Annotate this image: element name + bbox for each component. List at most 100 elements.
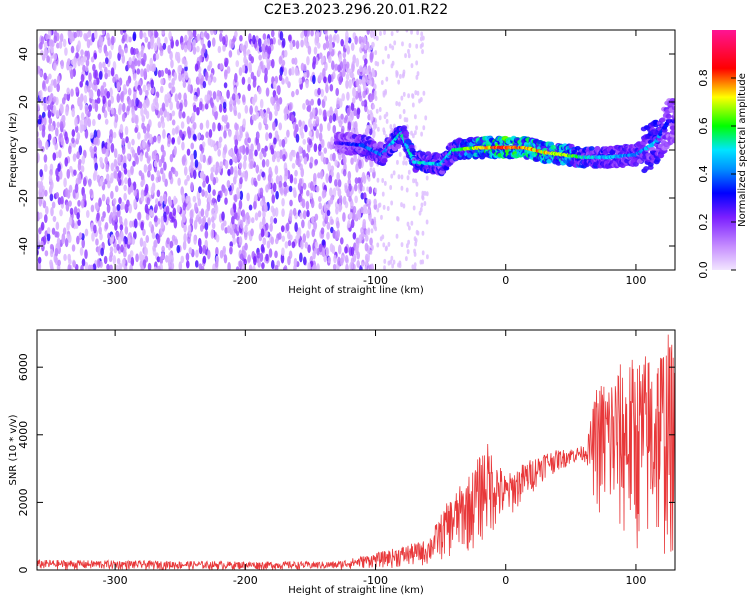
noise-speck bbox=[90, 204, 95, 213]
noise-speck bbox=[346, 91, 350, 101]
noise-speck bbox=[55, 192, 60, 199]
noise-speck bbox=[212, 189, 216, 196]
noise-speck bbox=[346, 188, 350, 198]
noise-speck bbox=[181, 73, 185, 83]
noise-speck bbox=[91, 99, 96, 109]
noise-speck bbox=[66, 87, 70, 95]
noise-speck bbox=[348, 183, 352, 192]
noise-speck bbox=[410, 130, 413, 136]
noise-speck bbox=[129, 264, 133, 270]
noise-speck bbox=[362, 186, 365, 192]
noise-speck bbox=[317, 74, 322, 83]
noise-speck bbox=[385, 118, 389, 124]
noise-speck bbox=[344, 246, 348, 254]
noise-speck bbox=[407, 169, 411, 175]
noise-speck bbox=[79, 80, 83, 88]
noise-speck bbox=[182, 240, 187, 251]
noise-speck bbox=[183, 232, 187, 243]
noise-speck bbox=[196, 33, 201, 42]
noise-speck bbox=[58, 40, 63, 49]
noise-speck bbox=[300, 131, 305, 139]
noise-speck bbox=[395, 72, 399, 78]
noise-speck bbox=[130, 166, 134, 176]
noise-speck bbox=[140, 49, 144, 58]
noise-speck bbox=[278, 180, 283, 189]
noise-speck bbox=[146, 123, 151, 133]
spectrogram-ridge bbox=[333, 97, 675, 177]
noise-speck bbox=[212, 122, 216, 132]
spectrogram-marks bbox=[37, 30, 675, 270]
noise-speck bbox=[280, 253, 285, 264]
noise-speck bbox=[410, 63, 414, 69]
noise-speck bbox=[127, 234, 131, 245]
noise-speck bbox=[68, 216, 73, 226]
noise-speck bbox=[345, 79, 349, 89]
noise-speck bbox=[285, 76, 289, 85]
noise-speck bbox=[399, 73, 402, 79]
noise-speck bbox=[338, 76, 343, 85]
noise-speck bbox=[312, 185, 316, 192]
noise-speck bbox=[274, 165, 279, 175]
noise-speck bbox=[148, 133, 153, 144]
noise-speck bbox=[91, 232, 95, 242]
ridge-speck bbox=[555, 160, 562, 166]
noise-speck bbox=[296, 229, 301, 240]
noise-speck bbox=[295, 88, 299, 96]
noise-speck bbox=[416, 90, 420, 96]
noise-speck bbox=[372, 71, 375, 77]
noise-speck bbox=[60, 104, 64, 115]
noise-speck bbox=[271, 154, 276, 163]
noise-speck bbox=[316, 263, 320, 270]
noise-speck bbox=[404, 160, 408, 166]
noise-speck bbox=[187, 224, 192, 235]
noise-speck bbox=[414, 178, 418, 184]
noise-speck bbox=[80, 124, 85, 132]
noise-speck bbox=[318, 196, 322, 203]
noise-speck bbox=[38, 227, 42, 235]
noise-speck bbox=[43, 163, 48, 173]
noise-speck bbox=[153, 135, 157, 143]
noise-speck bbox=[52, 105, 57, 115]
noise-speck bbox=[267, 181, 271, 190]
noise-speck bbox=[203, 30, 208, 38]
noise-speck bbox=[154, 95, 158, 106]
noise-speck bbox=[346, 107, 351, 117]
noise-speck bbox=[84, 106, 89, 115]
noise-speck bbox=[253, 200, 257, 210]
noise-speck bbox=[124, 225, 129, 235]
noise-speck bbox=[223, 130, 227, 139]
noise-speck bbox=[94, 202, 99, 210]
noise-speck bbox=[135, 114, 139, 125]
noise-speck bbox=[425, 219, 429, 225]
noise-speck bbox=[398, 114, 402, 120]
noise-speck bbox=[223, 254, 228, 264]
noise-speck bbox=[234, 122, 238, 131]
ridge-speck bbox=[665, 113, 672, 119]
noise-speck bbox=[289, 42, 294, 51]
noise-speck bbox=[144, 247, 149, 256]
noise-speck bbox=[243, 55, 247, 65]
noise-speck bbox=[277, 38, 282, 46]
noise-speck bbox=[390, 31, 394, 37]
noise-speck bbox=[117, 106, 122, 116]
noise-speck bbox=[160, 252, 165, 260]
noise-speck bbox=[271, 194, 276, 204]
noise-speck bbox=[406, 175, 410, 181]
noise-speck bbox=[235, 60, 240, 68]
noise-speck bbox=[311, 228, 316, 238]
noise-speck bbox=[140, 264, 145, 270]
noise-speck bbox=[49, 243, 54, 250]
noise-speck bbox=[126, 153, 131, 160]
noise-speck bbox=[264, 51, 268, 60]
noise-speck bbox=[332, 113, 337, 122]
noise-speck bbox=[207, 192, 212, 203]
noise-speck bbox=[291, 241, 296, 249]
noise-speck bbox=[291, 90, 295, 98]
noise-speck bbox=[303, 71, 307, 78]
ridge-speck bbox=[381, 158, 388, 163]
noise-speck bbox=[180, 121, 185, 129]
noise-speck bbox=[99, 232, 103, 241]
noise-speck bbox=[63, 253, 67, 262]
noise-speck bbox=[311, 216, 315, 224]
noise-speck bbox=[234, 72, 238, 83]
